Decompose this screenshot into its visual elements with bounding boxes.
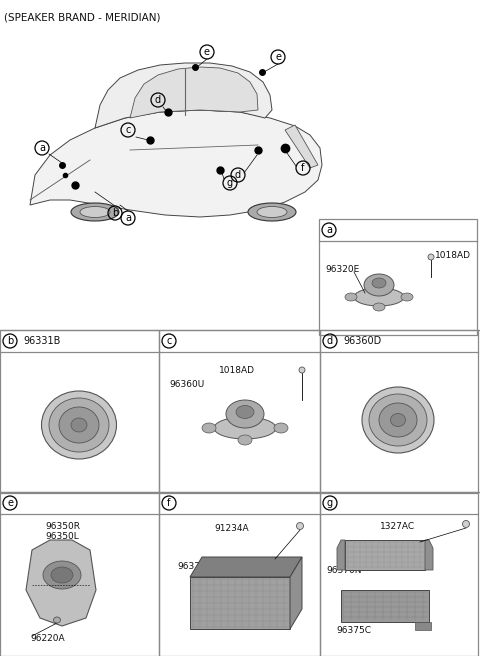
Text: c: c xyxy=(125,125,131,135)
Ellipse shape xyxy=(202,423,216,433)
Text: d: d xyxy=(155,95,161,105)
Ellipse shape xyxy=(236,405,254,419)
Text: 96371: 96371 xyxy=(177,562,206,571)
Ellipse shape xyxy=(71,418,87,432)
Text: 1327AC: 1327AC xyxy=(380,522,415,531)
Text: 96370N: 96370N xyxy=(326,566,361,575)
Ellipse shape xyxy=(354,288,404,306)
Ellipse shape xyxy=(362,387,434,453)
Ellipse shape xyxy=(238,435,252,445)
Polygon shape xyxy=(337,540,345,570)
Polygon shape xyxy=(341,590,429,622)
Polygon shape xyxy=(130,67,258,118)
Ellipse shape xyxy=(401,293,413,301)
Text: a: a xyxy=(39,143,45,153)
Text: 1018AD: 1018AD xyxy=(435,251,471,260)
Ellipse shape xyxy=(369,394,427,446)
Text: (SPEAKER BRAND - MERIDIAN): (SPEAKER BRAND - MERIDIAN) xyxy=(4,12,160,22)
Ellipse shape xyxy=(373,283,385,291)
Text: 96220A: 96220A xyxy=(30,634,65,643)
Text: g: g xyxy=(327,498,333,508)
Text: 96350R: 96350R xyxy=(45,522,80,531)
Ellipse shape xyxy=(248,203,296,221)
Text: e: e xyxy=(204,47,210,57)
Ellipse shape xyxy=(345,293,357,301)
Ellipse shape xyxy=(59,407,99,443)
Ellipse shape xyxy=(257,207,287,218)
Text: 96331B: 96331B xyxy=(23,336,60,346)
Ellipse shape xyxy=(428,254,434,260)
Text: 91234A: 91234A xyxy=(214,524,249,533)
Text: e: e xyxy=(275,52,281,62)
Text: 96350L: 96350L xyxy=(45,532,79,541)
Ellipse shape xyxy=(43,561,81,589)
Ellipse shape xyxy=(238,411,252,421)
Ellipse shape xyxy=(379,403,417,437)
Text: d: d xyxy=(235,170,241,180)
Ellipse shape xyxy=(53,617,60,623)
Text: a: a xyxy=(326,225,332,235)
Bar xyxy=(320,330,478,493)
Polygon shape xyxy=(26,540,96,626)
Ellipse shape xyxy=(49,398,109,452)
Text: d: d xyxy=(327,336,333,346)
Bar xyxy=(320,492,478,656)
Ellipse shape xyxy=(274,423,288,433)
Bar xyxy=(319,219,477,335)
Polygon shape xyxy=(190,577,290,629)
Text: b: b xyxy=(112,208,118,218)
Ellipse shape xyxy=(226,400,264,428)
Polygon shape xyxy=(190,557,302,577)
Polygon shape xyxy=(30,110,322,217)
Text: b: b xyxy=(7,336,13,346)
Ellipse shape xyxy=(463,520,469,527)
Ellipse shape xyxy=(214,417,276,439)
Ellipse shape xyxy=(372,278,386,288)
Ellipse shape xyxy=(71,203,119,221)
Ellipse shape xyxy=(41,391,117,459)
Ellipse shape xyxy=(391,413,406,426)
Text: f: f xyxy=(168,498,171,508)
Text: 96360U: 96360U xyxy=(169,380,204,389)
Ellipse shape xyxy=(373,303,385,311)
Text: c: c xyxy=(166,336,172,346)
Ellipse shape xyxy=(51,567,73,583)
Text: 96320E: 96320E xyxy=(325,264,359,274)
Bar xyxy=(159,330,320,493)
Polygon shape xyxy=(285,125,318,168)
Ellipse shape xyxy=(299,367,305,373)
Text: 96375C: 96375C xyxy=(336,626,371,635)
Bar xyxy=(159,492,320,656)
Bar xyxy=(0,492,159,656)
Polygon shape xyxy=(425,540,433,570)
Bar xyxy=(0,330,159,493)
Polygon shape xyxy=(95,63,272,128)
Text: f: f xyxy=(301,163,305,173)
Ellipse shape xyxy=(297,522,303,529)
Text: 96360D: 96360D xyxy=(343,336,381,346)
Polygon shape xyxy=(290,557,302,629)
Text: 1018AD: 1018AD xyxy=(219,366,255,375)
Polygon shape xyxy=(415,622,431,630)
Text: e: e xyxy=(7,498,13,508)
Text: g: g xyxy=(227,178,233,188)
Ellipse shape xyxy=(364,274,394,296)
Polygon shape xyxy=(345,540,425,570)
Ellipse shape xyxy=(80,207,110,218)
Text: a: a xyxy=(125,213,131,223)
